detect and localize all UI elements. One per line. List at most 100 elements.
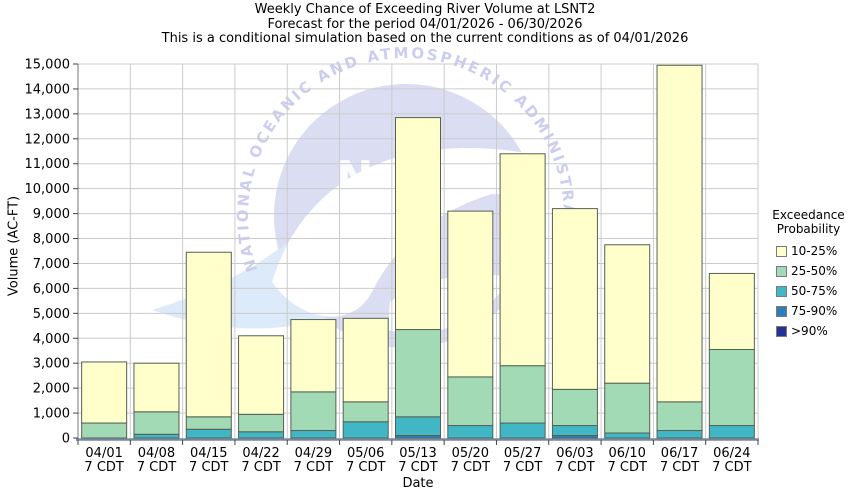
bar-segment-10-25% [447, 210, 494, 378]
x-tick-label-date: 05/27 [504, 446, 541, 461]
bar-segment-25-50% [185, 416, 232, 430]
y-tick-label: 4,000 [33, 332, 70, 347]
legend-swatch [776, 325, 787, 337]
x-tick-label-date: 04/29 [295, 446, 332, 461]
y-tick-label: 2,000 [33, 382, 70, 397]
bar-segment-10-25% [185, 251, 232, 418]
bar-segment-10-25% [238, 335, 285, 415]
bar-segment-50-75% [290, 430, 337, 439]
legend-item-label: 75-90% [791, 304, 838, 318]
bar-segment-10-25% [708, 272, 755, 350]
x-tick-label-date: 05/13 [399, 446, 436, 461]
y-tick-label: 13,000 [25, 107, 71, 122]
bar-segment-50-75% [551, 425, 598, 437]
y-tick-label: 10,000 [25, 182, 71, 197]
x-tick-label-time: 7 CDT [241, 460, 280, 475]
y-tick-label: 7,000 [33, 257, 70, 272]
legend-item-label: >90% [791, 324, 828, 338]
tick-labels: 0 1,000 2,000 3,000 4,000 5,000 6,000 7,000 8,00… [25, 58, 752, 476]
x-tick-label-date: 05/06 [347, 446, 384, 461]
legend-item-label: 50-75% [791, 284, 838, 298]
bar-segment-25-50% [604, 382, 651, 434]
y-tick-label: 5,000 [33, 307, 70, 322]
x-tick-label-date: 06/03 [556, 446, 593, 461]
x-tick-label-time: 7 CDT [712, 460, 751, 475]
legend-swatch [776, 285, 787, 297]
bar-segment-25-50% [447, 376, 494, 427]
bar-segment-10-25% [656, 64, 703, 403]
x-tick-label-date: 04/22 [242, 446, 279, 461]
bar-segment-10-25% [395, 117, 441, 331]
chart-title-line3: This is a conditional simulation based o… [161, 31, 689, 46]
axes [73, 63, 759, 445]
x-tick-label-date: 06/17 [661, 446, 698, 461]
bar-segment-50-75% [395, 416, 441, 437]
y-tick-label: 14,000 [25, 82, 71, 97]
chart-title-line1: Weekly Chance of Exceeding River Volume … [254, 2, 596, 17]
bar-segment-25-50% [499, 365, 546, 424]
y-tick-label: 0 [62, 432, 70, 447]
legend-item-label: 25-50% [791, 264, 838, 278]
bar-segment-25-50% [342, 401, 389, 423]
bar-segment-50-75% [656, 430, 703, 439]
bar-segment-50-75% [604, 432, 651, 439]
x-tick-label-date: 06/10 [608, 446, 645, 461]
x-tick-label-date: 04/08 [138, 446, 175, 461]
x-tick-label-time: 7 CDT [608, 460, 647, 475]
x-tick-label-date: 06/24 [713, 446, 750, 461]
bar-segment-10-25% [81, 361, 128, 424]
y-tick-label: 15,000 [25, 58, 71, 73]
x-tick-label-time: 7 CDT [398, 460, 437, 475]
x-tick-label-time: 7 CDT [294, 460, 333, 475]
legend-swatch [776, 265, 787, 277]
bar-segment-25-50% [551, 388, 598, 427]
y-tick-label: 8,000 [33, 232, 70, 247]
x-tick-label-date: 05/20 [452, 446, 489, 461]
legend: Exceedance Probability 10-25% 25-50% 50-75… [767, 208, 850, 341]
bar-segment-50-75% [238, 431, 285, 439]
x-tick-label-time: 7 CDT [189, 460, 228, 475]
x-tick-label-date: 04/01 [85, 446, 122, 461]
bar-segment-25-50% [290, 391, 337, 432]
bar-segment-50-75% [499, 422, 546, 439]
legend-item: >90% [767, 321, 850, 341]
x-tick-label-time: 7 CDT [137, 460, 176, 475]
bar-segment-50-75% [708, 425, 755, 439]
x-tick-label-time: 7 CDT [451, 460, 490, 475]
legend-item: 10-25% [767, 241, 850, 261]
bar-segment-10-25% [342, 317, 389, 403]
bar-segment-10-25% [551, 208, 598, 390]
bar-segment-25-50% [656, 401, 703, 432]
bar-segment-50-75% [447, 425, 494, 439]
bar-segment-10-25% [290, 319, 337, 393]
x-tick-label-time: 7 CDT [503, 460, 542, 475]
legend-title-line1: Exceedance [772, 208, 845, 222]
legend-item-label: 10-25% [791, 244, 838, 258]
y-tick-label: 11,000 [25, 157, 71, 172]
bar-segment-10-25% [133, 362, 180, 413]
y-tick-label: 12,000 [25, 132, 71, 147]
bar-segment-25-50% [708, 348, 755, 427]
bar-segment-50-75% [133, 433, 180, 439]
x-tick-label-time: 7 CDT [660, 460, 699, 475]
y-tick-label: 9,000 [33, 207, 70, 222]
bar-segment-25-50% [133, 411, 180, 435]
y-tick-label: 6,000 [33, 282, 70, 297]
chart-title-block: Weekly Chance of Exceeding River Volume … [0, 2, 850, 47]
legend-item: 50-75% [767, 281, 850, 301]
legend-title: Exceedance Probability [767, 208, 850, 236]
bars [81, 64, 755, 439]
legend-item: 25-50% [767, 261, 850, 281]
bar-segment-10-25% [604, 244, 651, 384]
y-tick-label: 1,000 [33, 407, 70, 422]
x-tick-label-time: 7 CDT [555, 460, 594, 475]
bar-segment-50-75% [185, 428, 232, 439]
x-tick-label-date: 04/15 [190, 446, 227, 461]
bar-segment-25-50% [238, 413, 285, 433]
x-axis-label: Date [402, 476, 434, 491]
legend-item: 75-90% [767, 301, 850, 321]
legend-swatch [776, 305, 787, 317]
y-tick-label: 3,000 [33, 357, 70, 372]
